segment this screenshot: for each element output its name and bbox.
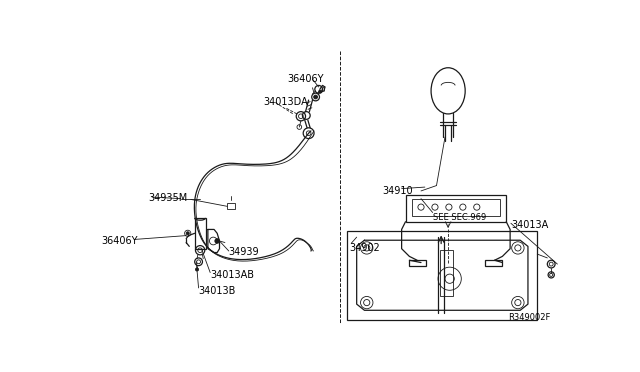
Bar	[227, 203, 235, 209]
Bar	[440, 250, 452, 296]
Bar	[195, 218, 205, 249]
Text: 34013A: 34013A	[511, 220, 548, 230]
Text: SEE SEC.969: SEE SEC.969	[433, 212, 486, 221]
Circle shape	[186, 232, 189, 235]
Text: 36406Y: 36406Y	[102, 235, 138, 246]
Text: R349002F: R349002F	[508, 312, 550, 322]
Bar	[406, 195, 506, 222]
Circle shape	[314, 95, 317, 99]
Text: 34013B: 34013B	[198, 286, 236, 296]
Text: 34013DA: 34013DA	[263, 97, 308, 107]
Text: 34902: 34902	[349, 243, 380, 253]
Bar	[348, 231, 537, 320]
Text: 34939: 34939	[229, 247, 259, 257]
Bar	[485, 260, 502, 266]
Text: 36406Y: 36406Y	[288, 74, 324, 84]
Bar	[410, 260, 426, 266]
Bar	[412, 199, 500, 216]
Text: 34935M: 34935M	[148, 193, 188, 203]
Text: 34013AB: 34013AB	[210, 270, 254, 280]
Circle shape	[215, 239, 220, 243]
Circle shape	[195, 268, 198, 271]
Text: 34910: 34910	[382, 186, 413, 196]
Circle shape	[319, 90, 322, 93]
